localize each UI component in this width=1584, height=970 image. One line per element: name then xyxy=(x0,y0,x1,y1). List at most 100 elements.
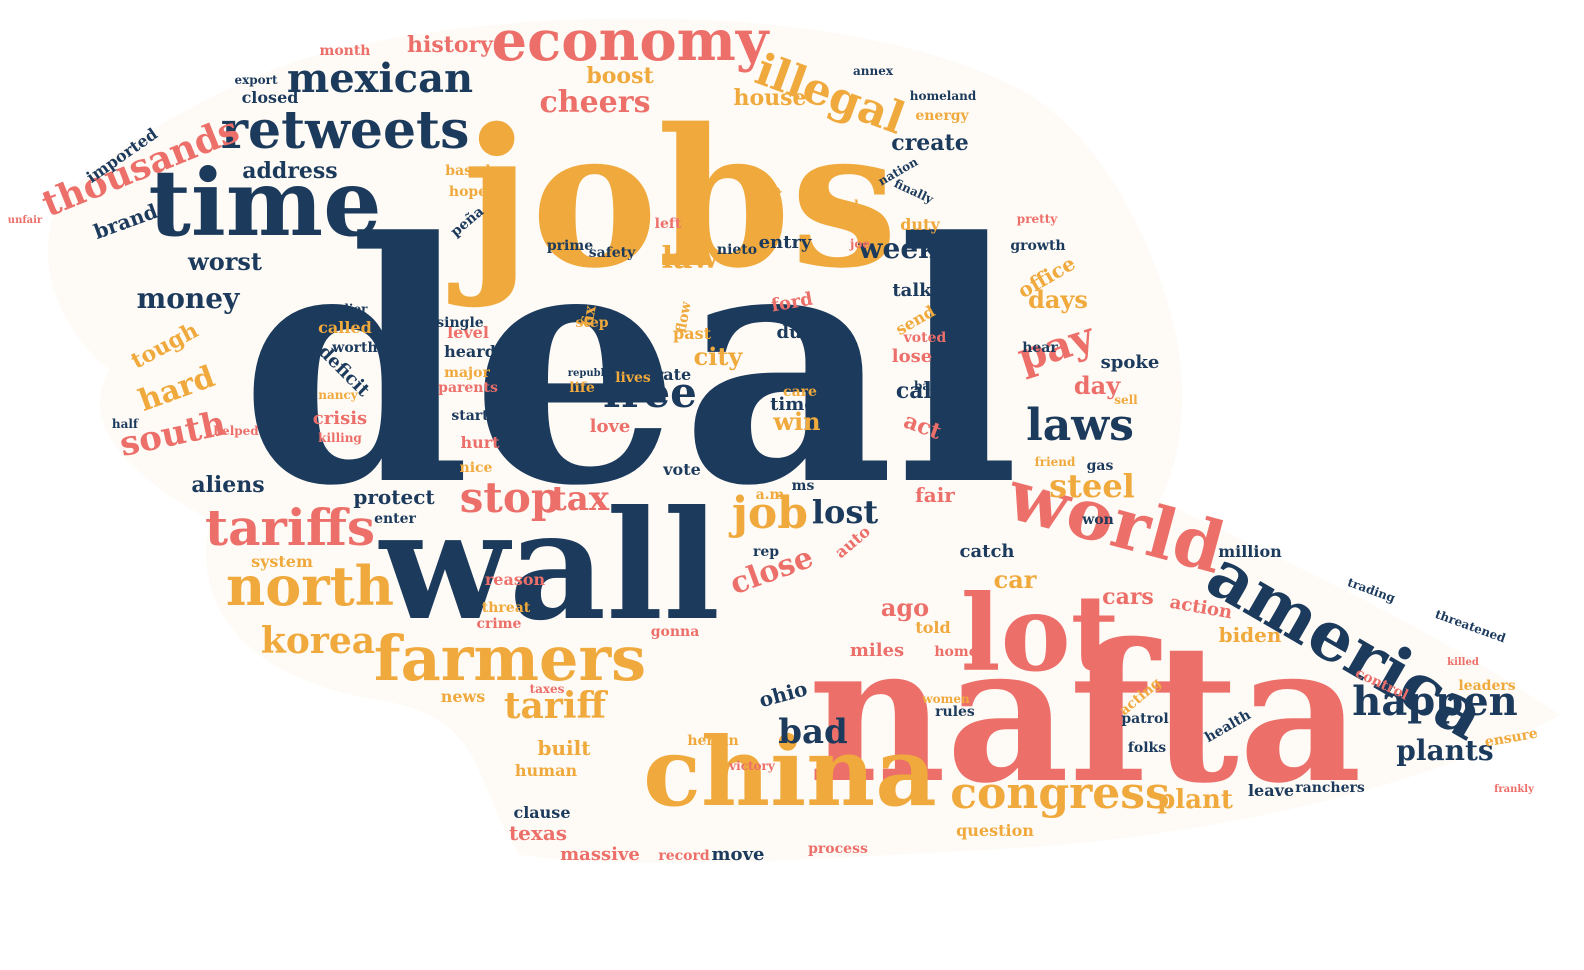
word-level: level xyxy=(447,323,489,342)
word-voted: voted xyxy=(903,330,947,346)
word-tax: tax xyxy=(551,479,610,519)
word-growth: growth xyxy=(1010,238,1065,254)
word-times: times xyxy=(770,394,826,415)
word-enter: enter xyxy=(374,511,416,527)
word-republic: republic xyxy=(568,368,615,379)
word-laws: laws xyxy=(1026,400,1134,451)
word-rep: rep xyxy=(753,544,779,560)
word-step: step xyxy=(575,315,608,331)
word-helped: helped xyxy=(213,424,259,438)
word-job: job xyxy=(728,488,808,539)
word-plants: plants xyxy=(1396,734,1493,767)
word-law: law xyxy=(662,241,720,276)
word-duty: duty xyxy=(900,215,940,234)
word-catch: catch xyxy=(960,541,1015,562)
word-jobs: jobs xyxy=(447,87,897,310)
word-home: home xyxy=(934,644,977,660)
word-due: due xyxy=(776,322,813,343)
word-major: major xyxy=(444,365,490,381)
word-friend: friend xyxy=(1035,455,1076,469)
word-closed: closed xyxy=(242,88,299,107)
word-million: million xyxy=(1218,542,1282,561)
word-biden: biden xyxy=(1219,623,1282,647)
word-stop: stop xyxy=(460,473,560,522)
word-leaders: leaders xyxy=(1458,678,1515,694)
word-ms: ms xyxy=(792,478,815,494)
word-lost: lost xyxy=(812,493,879,531)
word-earlier: earlier xyxy=(323,302,368,316)
word-annex: annex xyxy=(853,64,894,78)
word-vote: vote xyxy=(662,460,701,479)
word-aliens: aliens xyxy=(191,472,264,498)
word-cars: cars xyxy=(1102,584,1154,610)
word-frankly: frankly xyxy=(1494,784,1535,795)
word-parents: parents xyxy=(438,380,498,396)
word-create: create xyxy=(891,130,968,156)
word-time: time xyxy=(148,149,381,257)
word-hurt: hurt xyxy=(460,433,500,452)
word-fix: fix xyxy=(577,304,599,329)
word-love: love xyxy=(590,416,631,437)
word-process: process xyxy=(808,841,868,857)
word-homeland: homeland xyxy=(910,89,977,103)
word-life: life xyxy=(569,380,595,396)
word-unfair: unfair xyxy=(8,215,43,226)
word-money: money xyxy=(137,282,240,315)
word-question: question xyxy=(956,821,1034,840)
word-protect: protect xyxy=(353,485,435,509)
word-address: address xyxy=(242,158,337,184)
word-crime: crime xyxy=(477,616,522,632)
word-house: house xyxy=(733,85,806,111)
word-safety: safety xyxy=(589,245,636,261)
word-day: day xyxy=(1074,371,1121,400)
word-joe: joe xyxy=(849,237,870,251)
word-worth: worth xyxy=(331,340,377,356)
word-a-m: a.m xyxy=(756,487,785,503)
word-victory: victory xyxy=(728,759,776,773)
word-happen: happen xyxy=(1352,678,1517,725)
word-built: built xyxy=(538,736,592,760)
word-called: called xyxy=(318,318,372,337)
word-ranchers: ranchers xyxy=(1295,780,1365,796)
word-miles: miles xyxy=(850,640,904,661)
word-start: start xyxy=(451,408,489,424)
word-sell: sell xyxy=(1114,393,1138,407)
word-rules: rules xyxy=(935,704,975,720)
word-lives: lives xyxy=(615,370,651,386)
word-heroin: heroin xyxy=(687,733,738,749)
word-clause: clause xyxy=(513,803,570,822)
word-folks: folks xyxy=(1128,740,1166,756)
word-tariff: tariff xyxy=(504,685,609,727)
word-energy: energy xyxy=(915,108,969,124)
word-korea: korea xyxy=(261,620,375,662)
word-rate: rate xyxy=(655,365,691,384)
word-killed: killed xyxy=(1447,657,1479,668)
word-deal: deal xyxy=(240,170,1020,558)
word-week: week xyxy=(857,232,938,265)
word-nafta: nafta xyxy=(808,602,1362,825)
word-pretty: pretty xyxy=(1017,212,1058,226)
word-crisis: crisis xyxy=(313,408,367,429)
word-left: left xyxy=(655,216,682,232)
word-nice: nice xyxy=(460,460,493,476)
word-china: china xyxy=(643,717,937,828)
word-talk: talk xyxy=(892,280,932,301)
word-hear: hear xyxy=(1022,340,1058,356)
word-reason: reason xyxy=(485,570,546,589)
word-threatened: threatened xyxy=(1433,607,1508,646)
word-care: care xyxy=(783,384,817,400)
word-won: won xyxy=(1081,512,1114,528)
word-fair: fair xyxy=(915,483,955,507)
word-news: news xyxy=(441,687,486,706)
word-told: told xyxy=(915,618,950,637)
word-congress: congress xyxy=(950,768,1170,819)
word-based: based xyxy=(445,163,491,179)
word-days: days xyxy=(1028,285,1088,314)
word-boost: boost xyxy=(586,63,654,89)
word-gas: gas xyxy=(1087,458,1114,474)
word-car: car xyxy=(994,565,1037,594)
word-economy: economy xyxy=(492,8,770,74)
word-month: month xyxy=(320,43,371,59)
word-half: half xyxy=(112,417,139,431)
